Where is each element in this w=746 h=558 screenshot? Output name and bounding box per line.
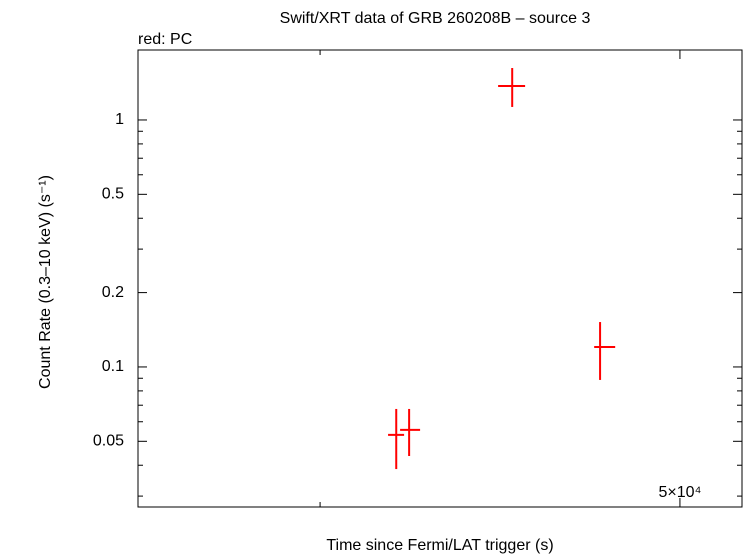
x-tick-label: 5×10⁴ [658,484,701,501]
y-tick-label: 1 [115,111,124,128]
chart-title: Swift/XRT data of GRB 260208B – source 3 [280,10,591,27]
y-tick-label: 0.5 [102,186,124,203]
x-axis-label: Time since Fermi/LAT trigger (s) [326,537,553,554]
plot-frame [137,49,743,508]
y-tick-label: 0.05 [93,433,124,450]
y-tick-label: 0.1 [102,358,124,375]
y-tick-label: 0.2 [102,284,124,301]
chart-subtitle: red: PC [138,31,192,48]
y-axis-label: Count Rate (0.3–10 keV) (s⁻¹) [37,175,54,389]
